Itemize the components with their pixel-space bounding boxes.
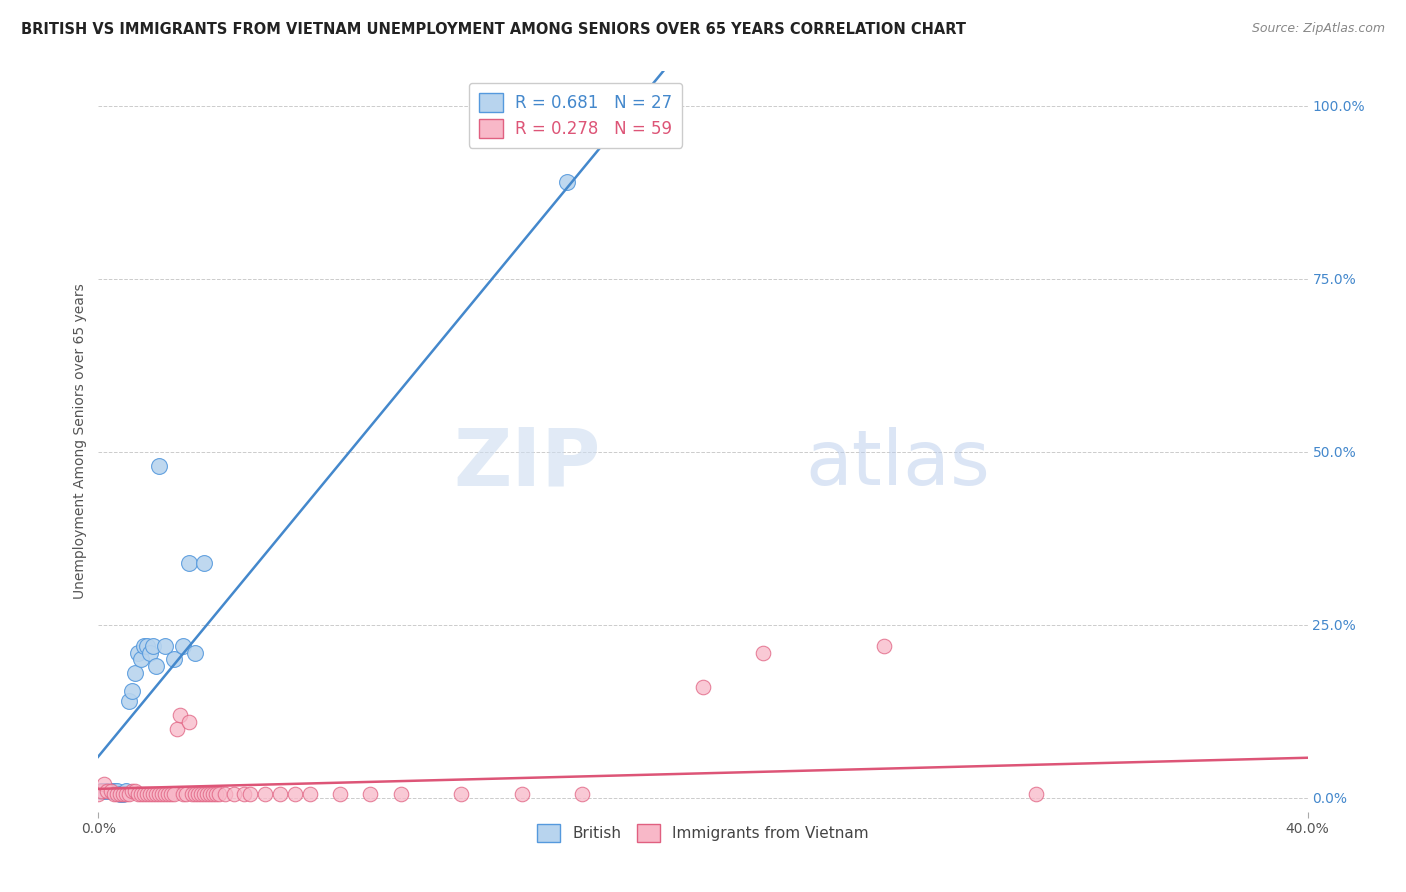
Point — [269, 788, 291, 802]
Point — [232, 788, 254, 802]
Point — [129, 652, 152, 666]
Point — [127, 646, 149, 660]
Text: atlas: atlas — [806, 426, 991, 500]
Point — [156, 788, 179, 802]
Point — [752, 646, 775, 660]
Point — [389, 788, 412, 802]
Point — [105, 784, 128, 798]
Point — [90, 784, 112, 798]
Point — [510, 788, 533, 802]
Point — [111, 788, 134, 802]
Point — [692, 680, 714, 694]
Point — [555, 175, 578, 189]
Point — [450, 788, 472, 802]
Point — [329, 788, 352, 802]
Point — [160, 788, 183, 802]
Point — [135, 639, 157, 653]
Point — [148, 788, 170, 802]
Point — [145, 659, 167, 673]
Point — [181, 788, 204, 802]
Point — [163, 652, 186, 666]
Point — [163, 788, 186, 802]
Point — [105, 788, 128, 802]
Point — [239, 788, 262, 802]
Point — [129, 788, 152, 802]
Point — [96, 784, 118, 798]
Point — [139, 646, 162, 660]
Point — [145, 788, 167, 802]
Point — [96, 784, 118, 798]
Point — [118, 788, 141, 802]
Point — [124, 666, 146, 681]
Point — [139, 788, 162, 802]
Point — [108, 788, 131, 802]
Point — [873, 639, 896, 653]
Point — [135, 788, 157, 802]
Point — [153, 639, 176, 653]
Point — [208, 788, 231, 802]
Legend: British, Immigrants from Vietnam: British, Immigrants from Vietnam — [531, 818, 875, 848]
Text: Source: ZipAtlas.com: Source: ZipAtlas.com — [1251, 22, 1385, 36]
Text: BRITISH VS IMMIGRANTS FROM VIETNAM UNEMPLOYMENT AMONG SENIORS OVER 65 YEARS CORR: BRITISH VS IMMIGRANTS FROM VIETNAM UNEMP… — [21, 22, 966, 37]
Point — [205, 788, 228, 802]
Point — [193, 556, 215, 570]
Point — [87, 788, 110, 802]
Point — [114, 784, 136, 798]
Point — [100, 784, 122, 798]
Point — [103, 788, 125, 802]
Point — [166, 722, 188, 736]
Point — [214, 788, 236, 802]
Point — [172, 788, 194, 802]
Point — [253, 788, 276, 802]
Point — [202, 788, 225, 802]
Point — [169, 707, 191, 722]
Point — [142, 788, 165, 802]
Point — [195, 788, 218, 802]
Point — [190, 788, 212, 802]
Point — [93, 784, 115, 798]
Point — [150, 788, 173, 802]
Point — [108, 788, 131, 802]
Point — [184, 788, 207, 802]
Point — [132, 639, 155, 653]
Point — [142, 639, 165, 653]
Point — [153, 788, 176, 802]
Point — [284, 788, 307, 802]
Point — [299, 788, 322, 802]
Point — [1024, 788, 1046, 802]
Point — [132, 788, 155, 802]
Point — [184, 646, 207, 660]
Point — [193, 788, 215, 802]
Point — [148, 458, 170, 473]
Point — [187, 788, 209, 802]
Point — [124, 784, 146, 798]
Point — [100, 784, 122, 798]
Point — [174, 788, 197, 802]
Point — [172, 639, 194, 653]
Text: ZIP: ZIP — [453, 425, 600, 503]
Point — [93, 777, 115, 791]
Point — [114, 788, 136, 802]
Point — [103, 784, 125, 798]
Point — [571, 788, 593, 802]
Point — [200, 788, 222, 802]
Point — [90, 784, 112, 798]
Point — [360, 788, 382, 802]
Point — [127, 788, 149, 802]
Point — [121, 683, 143, 698]
Point — [179, 556, 201, 570]
Point — [118, 694, 141, 708]
Point — [224, 788, 246, 802]
Y-axis label: Unemployment Among Seniors over 65 years: Unemployment Among Seniors over 65 years — [73, 284, 87, 599]
Point — [121, 784, 143, 798]
Point — [111, 788, 134, 802]
Point — [179, 714, 201, 729]
